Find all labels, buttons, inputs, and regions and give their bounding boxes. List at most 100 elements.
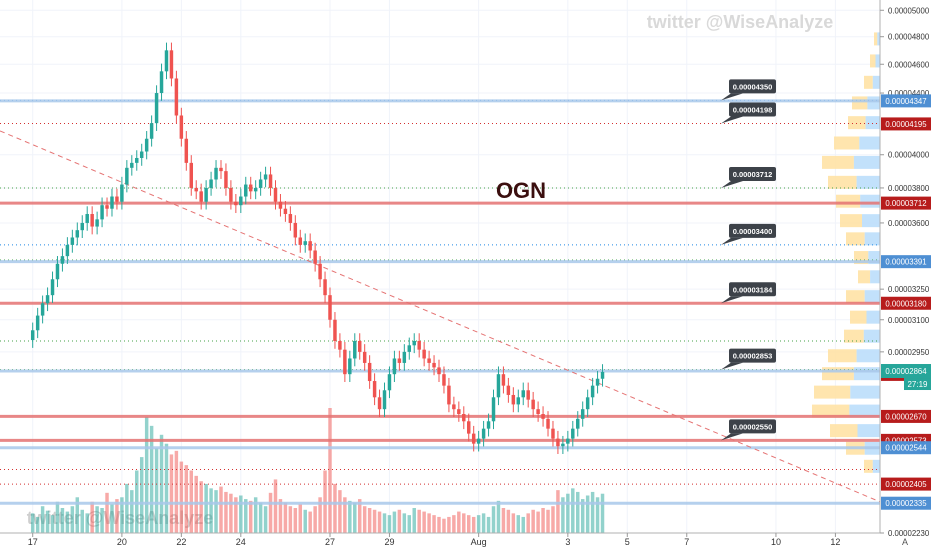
annotation-text: 0.00003184	[733, 285, 773, 294]
price-axis-ticks[interactable]: 0.00005000 0.00004800 0.00004600 0.00004400…	[880, 6, 930, 538]
candle-body	[313, 250, 317, 264]
candle-body	[357, 340, 362, 352]
time-tick-label: 29	[384, 537, 394, 547]
countdown-box	[904, 378, 931, 391]
annotation-pointer	[721, 362, 743, 370]
candle-body	[60, 256, 65, 264]
axis-level-box	[881, 196, 931, 210]
price-tick-label: 0.00002950	[888, 348, 930, 357]
candle-body	[585, 397, 590, 410]
volume-bar	[422, 511, 426, 533]
candle-body	[442, 374, 446, 386]
annotation-box	[729, 282, 776, 297]
volume-bar	[427, 513, 431, 533]
price-tick-label: 0.00003250	[888, 285, 930, 294]
price-axis-background	[880, 0, 932, 550]
auto-scale-button[interactable]: A	[902, 537, 908, 547]
volume-bar	[169, 454, 174, 533]
time-tick-label: 12	[830, 537, 840, 547]
volume-profile-row	[864, 75, 873, 89]
volume-profile-row	[834, 136, 860, 150]
volume-profile-row	[846, 232, 865, 246]
candle-body	[333, 319, 337, 341]
volume-bar	[367, 508, 372, 533]
candle-body	[268, 174, 273, 188]
candle-body	[95, 219, 99, 227]
volume-bar	[585, 495, 590, 533]
volume-profile-row	[822, 367, 854, 381]
candle-body	[541, 414, 545, 419]
candle-body	[308, 241, 312, 251]
volume-profile-row	[859, 136, 880, 150]
volume-bar	[407, 515, 412, 533]
volume-bar	[115, 499, 119, 533]
candle-body	[130, 162, 134, 168]
volume-bar	[70, 506, 75, 533]
annotation-pointer	[721, 296, 743, 304]
candle-body	[387, 374, 392, 391]
volume-profile-row	[865, 116, 880, 130]
volume-bar	[417, 509, 421, 533]
volume-bar	[154, 448, 159, 533]
candle-body	[402, 351, 407, 363]
candle-body	[412, 340, 416, 346]
volume-bar	[149, 425, 154, 533]
candle-body	[471, 433, 476, 444]
volume-bar	[447, 516, 451, 533]
volume-bar	[224, 491, 228, 533]
price-tick-label: 0.00004600	[888, 60, 930, 69]
volume-bar	[343, 497, 347, 533]
volume-bar	[110, 504, 114, 533]
candle-body	[353, 340, 357, 359]
candle-body	[382, 390, 387, 410]
candle-body	[224, 171, 228, 188]
annotation-pointer	[721, 433, 743, 441]
volume-bar	[437, 516, 441, 533]
descending-trendline[interactable]	[0, 130, 881, 503]
candle-body	[40, 303, 45, 316]
candle-body	[328, 295, 332, 320]
volume-bar	[75, 497, 80, 533]
volume-bar	[65, 511, 70, 533]
volume-bar	[248, 500, 253, 533]
candle-body	[318, 263, 322, 280]
candle-body	[417, 340, 421, 350]
candle-body	[45, 295, 50, 304]
annotation-box	[729, 223, 776, 238]
time-tick-label: 27	[325, 537, 335, 547]
volume-profile-row	[867, 96, 880, 110]
volume-profile-row	[860, 194, 880, 208]
volume-bar	[30, 513, 35, 533]
candle-body	[278, 201, 283, 209]
candle-body	[234, 201, 238, 206]
candle-body	[174, 78, 179, 116]
time-axis-ticks[interactable]: 17 20 22 24 27 29 Aug 3 5 7 10 12	[28, 533, 841, 547]
volume-bar	[452, 515, 456, 533]
candle-body	[600, 371, 605, 379]
volume-profile-row	[866, 310, 880, 324]
candle-body	[501, 374, 506, 386]
volume-profile-row	[814, 385, 851, 399]
volume-bar	[293, 508, 298, 533]
volume-bar	[590, 491, 595, 533]
candle-body	[521, 390, 525, 398]
volume-bar	[476, 515, 481, 533]
volume-bar	[353, 502, 357, 533]
candle-body	[35, 315, 40, 331]
candle-body	[189, 162, 193, 188]
volume-profile-row	[853, 367, 880, 381]
candle-body	[536, 409, 540, 415]
candle-body	[293, 222, 298, 238]
annotation-pointer	[721, 116, 743, 124]
volume-bar	[239, 495, 243, 533]
candle-body	[219, 167, 223, 172]
volume-bar	[199, 481, 203, 533]
annotation-text: 0.00003712	[733, 170, 773, 179]
volume-bar	[521, 516, 525, 533]
volume-bar	[130, 490, 134, 533]
annotation-text: 0.00004350	[733, 82, 773, 91]
volume-bar	[244, 499, 248, 533]
candle-body	[184, 138, 189, 163]
